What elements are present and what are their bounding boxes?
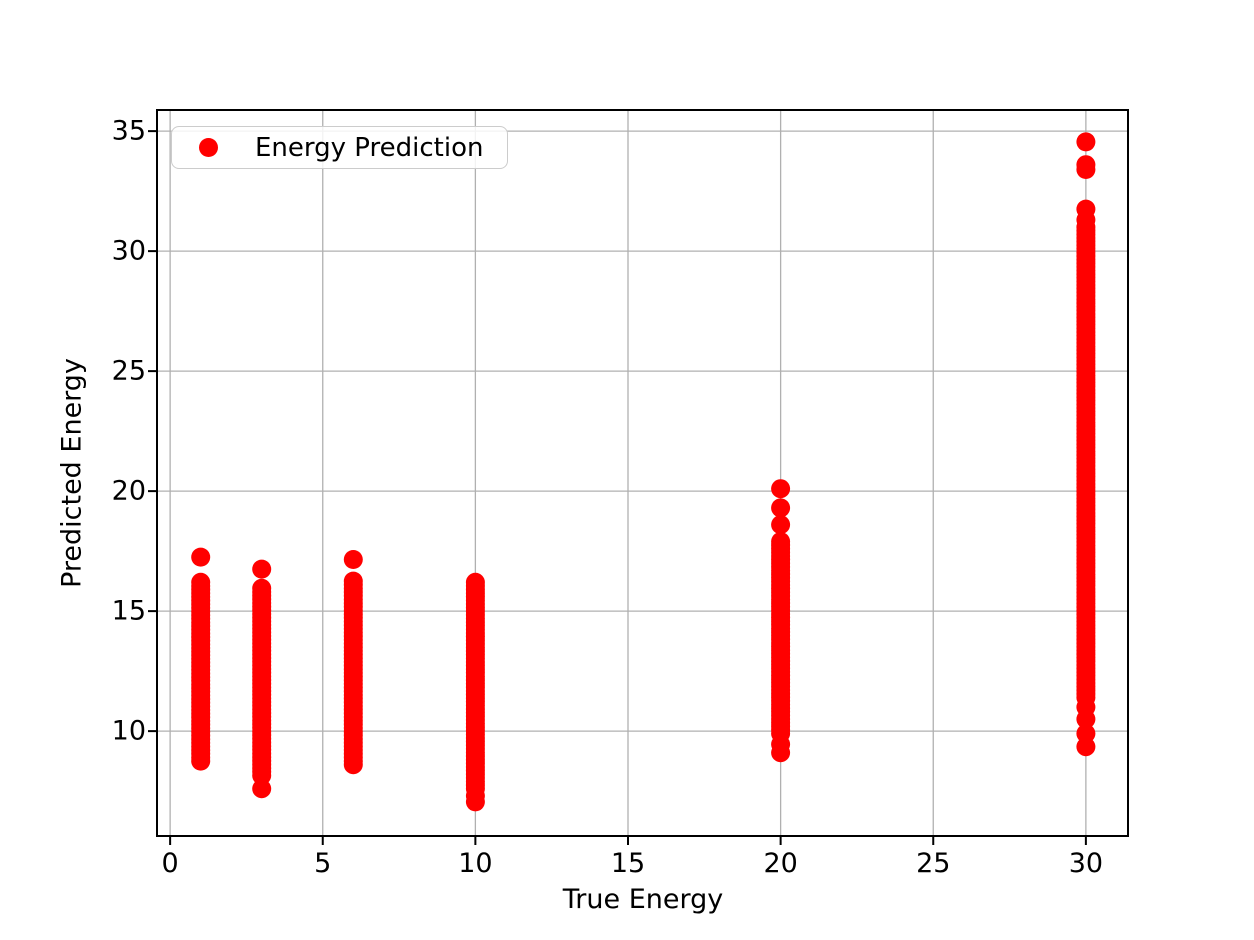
data-point: [1076, 724, 1096, 743]
y-ticks: [148, 130, 157, 733]
x-tick-label: 0: [161, 848, 179, 879]
data-point: [771, 532, 791, 551]
y-tick-label: 35: [111, 115, 146, 147]
y-tick-label: 20: [111, 475, 146, 507]
axes-frame: [156, 109, 1129, 837]
x-tick-label: 5: [314, 848, 332, 879]
legend: Energy Prediction: [171, 126, 509, 169]
grid-lines: [157, 110, 1128, 836]
data-point: [1076, 210, 1096, 230]
y-tick-label: 30: [111, 235, 146, 267]
data-point: [465, 792, 485, 812]
data-point: [771, 743, 791, 763]
data-point: [1076, 132, 1096, 152]
x-axis-label: True Energy: [562, 884, 724, 915]
x-tick-label: 10: [458, 848, 493, 879]
data-points: [191, 132, 1096, 812]
x-tick-label: 15: [610, 848, 646, 879]
data-point: [1076, 737, 1096, 757]
data-point: [1076, 160, 1096, 179]
y-tick-label: 10: [111, 715, 146, 747]
data-point: [465, 572, 485, 592]
data-point: [191, 547, 211, 567]
legend-marker-icon: [199, 138, 218, 157]
data-point: [343, 550, 363, 569]
x-tick-label: 20: [763, 848, 798, 879]
data-point: [191, 572, 211, 592]
data-point: [343, 571, 363, 591]
data-point: [252, 578, 272, 598]
data-point: [252, 779, 272, 799]
x-ticks: [169, 836, 1087, 845]
data-point: [252, 559, 272, 579]
y-tick-label: 25: [111, 355, 146, 387]
x-tick-label: 25: [916, 848, 951, 879]
y-axis-label: Predicted Energy: [56, 358, 88, 588]
data-point: [771, 498, 791, 518]
y-tick-label: 15: [111, 595, 146, 627]
data-point: [1076, 709, 1096, 729]
legend-label: Energy Prediction: [255, 132, 484, 163]
data-point: [771, 515, 791, 535]
data-point: [771, 479, 791, 499]
x-tick-label: 30: [1068, 848, 1104, 879]
